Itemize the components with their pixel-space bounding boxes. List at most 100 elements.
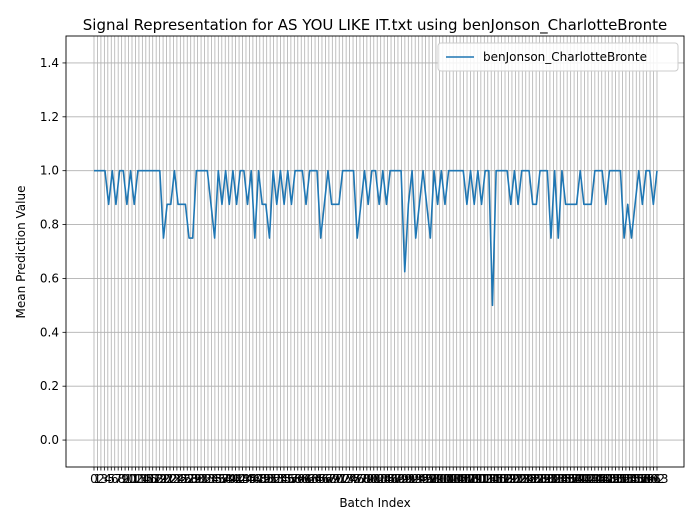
x-tick-label: 88	[390, 472, 405, 486]
x-tick-label: 132	[538, 472, 561, 486]
x-tick-label: 25	[173, 472, 188, 486]
x-tick-label: 153	[611, 472, 634, 486]
x-tick-label: 84	[376, 472, 391, 486]
x-tick-label: 136	[552, 472, 575, 486]
x-tick-label: 14	[135, 472, 150, 486]
x-tick-label: 121	[500, 472, 523, 486]
x-tick-label: 44	[238, 472, 253, 486]
x-tick-label: 69	[325, 472, 340, 486]
x-tick-label: 130	[532, 472, 555, 486]
x-tick-label: 157	[625, 472, 648, 486]
x-tick-label: 58	[287, 472, 302, 486]
x-tick-label: 30	[190, 472, 205, 486]
x-tick-label: 49	[256, 472, 271, 486]
x-tick-label: 29	[187, 472, 202, 486]
x-tick-label: 80	[363, 472, 378, 486]
x-tick-label: 82	[370, 472, 385, 486]
x-tick-label: 123	[507, 472, 530, 486]
x-tick-label: 62	[301, 472, 316, 486]
x-tick-label: 31	[193, 472, 208, 486]
x-tick-label: 22	[162, 472, 177, 486]
x-tick-label: 92	[404, 472, 419, 486]
x-tick-label: 8	[118, 472, 126, 486]
x-tick-label: 19	[152, 472, 167, 486]
x-tick-label: 143	[576, 472, 599, 486]
x-tick-label: 38	[218, 472, 233, 486]
x-tick-label: 104	[442, 472, 465, 486]
x-tick-label: 125	[514, 472, 537, 486]
x-tick-label: 24	[169, 472, 184, 486]
x-tick-label: 162	[642, 472, 665, 486]
x-tick-label: 89	[394, 472, 409, 486]
x-tick-label: 129	[528, 472, 551, 486]
x-tick-label: 33	[200, 472, 215, 486]
chart-title: Signal Representation for AS YOU LIKE IT…	[83, 16, 667, 35]
x-tick-label: 151	[604, 472, 627, 486]
x-tick-label: 127	[521, 472, 544, 486]
x-tick-label: 158	[628, 472, 651, 486]
x-tick-label: 40	[225, 472, 240, 486]
x-tick-label: 147	[590, 472, 613, 486]
x-tick-label: 154	[614, 472, 637, 486]
x-tick-label: 87	[387, 472, 402, 486]
x-tick-label: 4	[104, 472, 112, 486]
x-tick-label: 36	[211, 472, 226, 486]
x-tick-label: 16	[142, 472, 157, 486]
y-axis-ticks: 0.0 0.2 0.4 0.6 0.8 1.0 1.2 1.4	[40, 56, 66, 447]
x-tick-label: 149	[597, 472, 620, 486]
series-line	[94, 169, 658, 307]
x-tick-label: 128	[525, 472, 548, 486]
x-tick-label: 5	[107, 472, 115, 486]
x-tick-label: 116	[483, 472, 506, 486]
x-tick-label: 106	[449, 472, 472, 486]
x-tick-label: 138	[559, 472, 582, 486]
x-tick-label: 34	[204, 472, 219, 486]
legend-label: benJonson_CharlotteBronte	[483, 50, 647, 64]
plot-frame	[65, 35, 685, 468]
x-tick-label: 95	[414, 472, 429, 486]
y-tick-label: 1.2	[40, 110, 59, 124]
x-tick-label: 10	[121, 472, 136, 486]
x-tick-label: 161	[639, 472, 662, 486]
x-tick-label: 126	[518, 472, 541, 486]
x-tick-label: 150	[601, 472, 624, 486]
x-tick-label: 97	[421, 472, 436, 486]
x-tick-label: 35	[207, 472, 222, 486]
x-tick-label: 101	[431, 472, 454, 486]
x-tick-label: 18	[149, 472, 164, 486]
y-tick-label: 0.0	[40, 433, 59, 447]
x-tick-label: 100	[428, 472, 451, 486]
x-tick-label: 65	[311, 472, 326, 486]
x-tick-label: 0	[90, 472, 98, 486]
x-tick-label: 61	[297, 472, 312, 486]
x-tick-label: 112	[469, 472, 492, 486]
x-tick-label: 160	[635, 472, 658, 486]
x-tick-label: 21	[159, 472, 174, 486]
x-tick-label: 43	[235, 472, 250, 486]
x-tick-label: 59	[290, 472, 305, 486]
x-axis-ticks: 0123456789101112131415161718192021222324…	[90, 467, 668, 486]
y-tick-label: 0.4	[40, 325, 59, 339]
x-tick-label: 13	[131, 472, 146, 486]
x-tick-label: 94	[411, 472, 426, 486]
x-tick-label: 103	[438, 472, 461, 486]
y-tick-label: 1.4	[40, 56, 59, 70]
x-tick-label: 96	[418, 472, 433, 486]
x-tick-label: 117	[487, 472, 510, 486]
x-tick-label: 148	[594, 472, 617, 486]
x-axis-label: Batch Index	[339, 496, 410, 510]
x-tick-label: 146	[587, 472, 610, 486]
x-tick-label: 74	[342, 472, 357, 486]
x-tick-label: 1	[94, 472, 102, 486]
x-tick-label: 141	[570, 472, 593, 486]
x-tick-label: 108	[456, 472, 479, 486]
x-tick-label: 42	[231, 472, 246, 486]
x-tick-label: 68	[321, 472, 336, 486]
x-tick-label: 12	[128, 472, 143, 486]
x-tick-label: 118	[490, 472, 513, 486]
x-tick-label: 110	[462, 472, 485, 486]
x-tick-label: 9	[121, 472, 129, 486]
x-tick-label: 27	[180, 472, 195, 486]
x-tick-label: 145	[583, 472, 606, 486]
x-tick-label: 139	[563, 472, 586, 486]
